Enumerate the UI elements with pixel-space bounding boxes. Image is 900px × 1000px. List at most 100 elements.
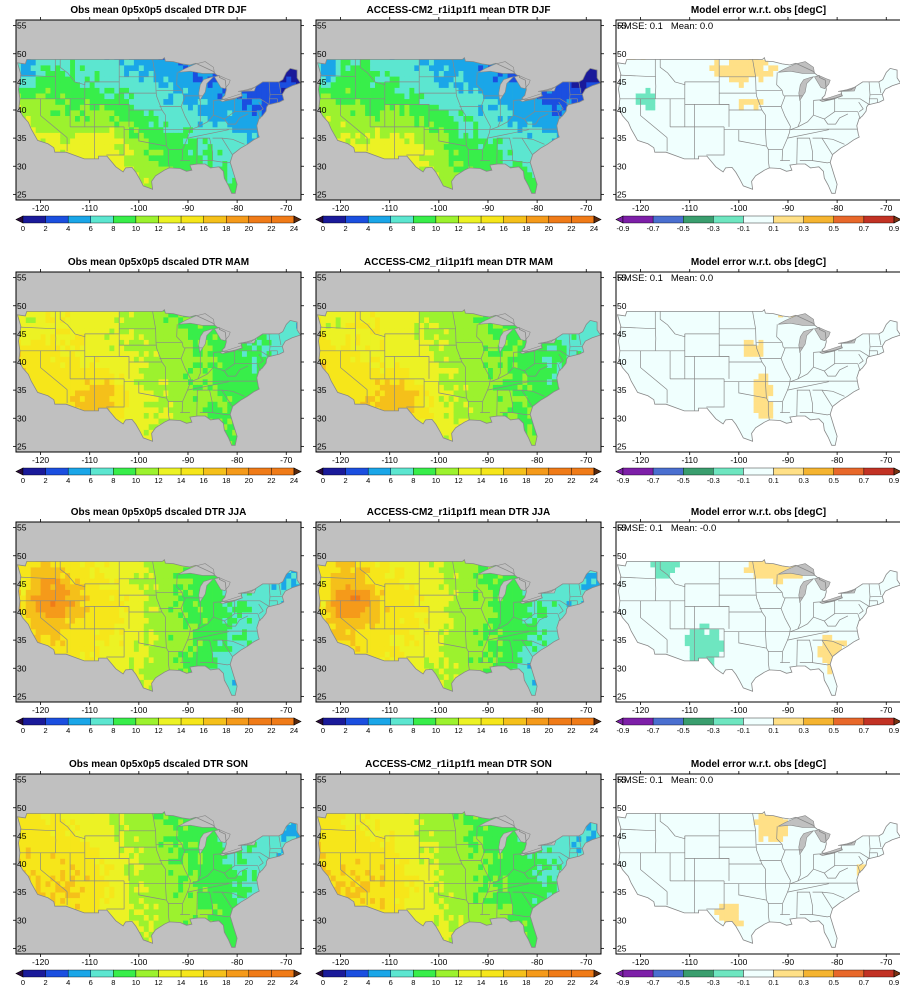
colorbar-tick-label: 18 (522, 978, 530, 987)
error-colorbar: -0.9 -0.7 -0.5 -0.3 -0.1 0.1 0.3 0.5 0.7 0.9 (615, 215, 900, 233)
map-panel: ACCESS-CM2_r1i1p1f1 mean DTR MAM -120 -110… (313, 257, 604, 485)
lon-tick-label: -70 (580, 203, 593, 213)
colorbar-tick-label: 12 (454, 224, 462, 233)
colorbar-tick-label: 22 (267, 476, 275, 485)
panel-title: Obs mean 0p5x0p5 dscaled DTR MAM (68, 257, 249, 268)
colorbar-tick-label: 8 (411, 476, 415, 485)
lon-tick-label: -120 (332, 455, 349, 465)
great-lake (814, 577, 831, 591)
lon-tick-label: -70 (580, 705, 593, 715)
panel-title: Model error w.r.t. obs [degC] (691, 759, 826, 770)
colorbar-tick-label: 18 (522, 476, 530, 485)
lon-tick-label: -90 (182, 455, 195, 465)
colorbar-tick-label: 12 (154, 224, 162, 233)
colorbar-tick-label: 0.3 (798, 476, 808, 485)
lat-tick-label: 30 (17, 413, 27, 423)
map-panel: ACCESS-CM2_r1i1p1f1 mean DTR DJF -120 -110… (313, 5, 604, 233)
great-lake (814, 327, 831, 341)
lon-tick-label: -110 (382, 455, 399, 465)
colorbar-tick-label: 6 (389, 726, 393, 735)
great-lake (198, 578, 215, 604)
lat-tick-label: 50 (317, 551, 327, 561)
colorbar-tick-label: 12 (454, 978, 462, 987)
great-lake (198, 830, 215, 856)
colorbar-tick-label: 8 (411, 978, 415, 987)
colorbar-tick-label: 0.9 (889, 224, 899, 233)
lat-tick-label: 30 (317, 161, 327, 171)
lon-tick-label: -80 (531, 705, 544, 715)
colorbar-tick-label: 0.1 (768, 726, 778, 735)
great-lake (514, 829, 531, 843)
lon-tick-label: -70 (280, 705, 293, 715)
lat-tick-label: 30 (317, 663, 327, 673)
lon-tick-label: -70 (880, 455, 893, 465)
lon-tick-label: -110 (382, 203, 399, 213)
coastline (16, 56, 302, 194)
lat-tick-label: 30 (317, 915, 327, 925)
colorbar-tick-label: 4 (366, 476, 370, 485)
lat-tick-label: 55 (17, 21, 27, 31)
lat-tick-label: 50 (17, 301, 27, 311)
lon-tick-label: -80 (531, 455, 544, 465)
lon-tick-label: -90 (782, 957, 795, 967)
great-lake (778, 815, 815, 828)
colorbar-tick-label: 12 (154, 476, 162, 485)
great-lake (814, 829, 831, 843)
colorbar-tick-label: 18 (522, 726, 530, 735)
great-lake (238, 588, 257, 594)
lon-tick-label: -100 (130, 455, 147, 465)
lat-tick-label: 45 (617, 77, 627, 87)
lon-tick-label: -120 (332, 705, 349, 715)
colorbar-tick-label: 8 (411, 726, 415, 735)
colorbar-tick-label: 10 (132, 224, 140, 233)
lat-tick-label: 25 (617, 189, 627, 199)
lon-tick-label: -120 (632, 705, 649, 715)
rmse-mean-label: RMSE: 0.1 Mean: -0.0 (617, 523, 716, 534)
lon-tick-label: -100 (130, 203, 147, 213)
lon-tick-label: -90 (782, 203, 795, 213)
lat-tick-label: 55 (317, 775, 327, 785)
great-lake (498, 830, 515, 856)
state-borders (619, 561, 883, 670)
lon-tick-label: -100 (430, 957, 447, 967)
colorbar-tick-label: 14 (477, 476, 485, 485)
lon-tick-label: -100 (430, 203, 447, 213)
colorbar-tick-label: 16 (199, 476, 207, 485)
colorbar-tick-label: 0.9 (889, 476, 899, 485)
colorbar-tick-label: 14 (177, 224, 185, 233)
lon-tick-label: -90 (182, 957, 195, 967)
lat-tick-label: 35 (317, 887, 327, 897)
colorbar-tick-label: 0.1 (768, 476, 778, 485)
lat-tick-label: 50 (317, 49, 327, 59)
colorbar-tick-label: 20 (545, 476, 553, 485)
lat-tick-label: 35 (617, 385, 627, 395)
map-panel: Model error w.r.t. obs [degC] -120 -110 -10… (613, 759, 900, 987)
great-lake (178, 815, 215, 828)
colorbar-tick-label: -0.9 (617, 224, 630, 233)
lat-tick-label: 55 (317, 21, 327, 31)
coastline (616, 558, 900, 696)
coastline (316, 308, 602, 446)
lon-tick-label: -80 (831, 455, 844, 465)
great-lake (538, 588, 557, 594)
great-lake (778, 563, 815, 576)
lat-tick-label: 45 (317, 579, 327, 589)
lon-tick-label: -80 (531, 957, 544, 967)
colorbar-tick-label: 8 (411, 224, 415, 233)
colorbar-tick-label: 16 (499, 476, 507, 485)
lon-tick-label: -90 (182, 705, 195, 715)
colorbar-tick-label: 6 (89, 476, 93, 485)
lat-tick-label: 40 (317, 859, 327, 869)
colorbar-tick-label: -0.3 (707, 978, 720, 987)
colorbar-tick-label: 20 (245, 224, 253, 233)
great-lake (498, 328, 515, 354)
dtr-colorbar: 0 2 4 6 8 10 12 14 16 18 20 22 24 (315, 215, 602, 233)
lon-tick-label: -110 (682, 203, 699, 213)
lat-tick-label: 30 (17, 915, 27, 925)
lat-tick-label: 50 (317, 803, 327, 813)
lat-tick-label: 50 (617, 49, 627, 59)
colorbar-tick-label: 4 (66, 476, 70, 485)
dtr-colorbar: 0 2 4 6 8 10 12 14 16 18 20 22 24 (15, 467, 302, 485)
colorbar-tick-label: 2 (43, 978, 47, 987)
colorbar-tick-label: 10 (432, 476, 440, 485)
